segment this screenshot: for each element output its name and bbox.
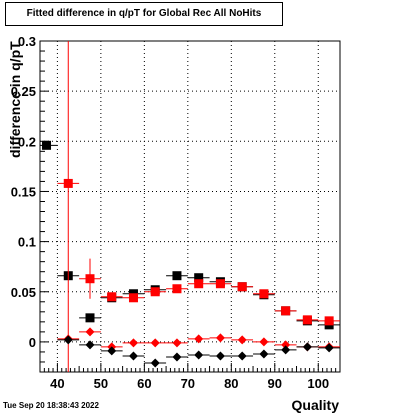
data-point	[302, 342, 312, 352]
data-point	[172, 284, 182, 294]
data-point	[85, 340, 95, 350]
data-point	[63, 178, 73, 188]
data-point	[215, 333, 225, 343]
data-point	[281, 340, 291, 350]
x-tick-label: 60	[137, 376, 151, 391]
series-2	[57, 327, 340, 352]
data-point	[63, 335, 73, 345]
data-point	[237, 351, 247, 361]
data-point	[215, 279, 225, 289]
data-point	[128, 338, 138, 348]
data-point	[172, 352, 182, 362]
x-tick-label: 100	[307, 376, 329, 391]
data-point	[85, 274, 95, 284]
series-0	[40, 140, 340, 330]
data-point	[85, 327, 95, 337]
y-tick-label: 0.2	[18, 134, 36, 149]
timestamp: Tue Sep 20 18:38:43 2022	[3, 401, 99, 410]
x-tick-label: 90	[268, 376, 282, 391]
data-point	[237, 335, 247, 345]
data-point	[324, 343, 334, 353]
axis-ticks: 40 50 60 70 80 90 100 0 0.05 0.1 0.15 0.2 0.25 0.3	[11, 34, 341, 391]
y-tick-label: 0.25	[11, 84, 36, 99]
data-point	[107, 292, 117, 302]
data-point	[259, 337, 269, 347]
data-point	[259, 349, 269, 359]
x-axis-label: Quality	[292, 397, 340, 413]
data-point	[302, 315, 312, 325]
data-point	[172, 271, 182, 281]
series-3	[57, 335, 340, 368]
x-tick-label: 50	[94, 376, 108, 391]
y-tick-label: 0.15	[11, 184, 36, 199]
y-axis-label: difference in q/pT	[7, 41, 23, 158]
data-point	[42, 140, 52, 150]
y-tick-label: 0	[29, 335, 36, 350]
series-layer	[40, 41, 340, 372]
data-point	[259, 289, 269, 299]
data-point	[215, 351, 225, 361]
y-tick-label: 0.05	[11, 285, 36, 300]
data-point	[85, 313, 95, 323]
y-tick-label: 0.1	[18, 235, 36, 250]
data-point	[150, 358, 160, 368]
y-tick-label: 0.3	[18, 34, 36, 49]
data-point	[194, 273, 204, 283]
data-point	[107, 346, 117, 356]
data-point	[128, 293, 138, 303]
data-point	[194, 350, 204, 360]
data-point	[172, 338, 182, 348]
series-1	[57, 41, 340, 372]
data-point	[128, 351, 138, 361]
x-tick-label: 80	[224, 376, 238, 391]
plot-frame	[39, 40, 341, 373]
data-point	[150, 287, 160, 297]
chart-title: Fitted difference in q/pT for Global Rec…	[5, 2, 283, 26]
data-point	[150, 338, 160, 348]
data-point	[194, 279, 204, 289]
data-point	[194, 334, 204, 344]
x-tick-label: 70	[181, 376, 195, 391]
data-point	[281, 345, 291, 355]
grid	[40, 40, 340, 372]
data-point	[237, 282, 247, 292]
data-point	[281, 306, 291, 316]
x-tick-label: 40	[50, 376, 64, 391]
data-point	[324, 316, 334, 326]
